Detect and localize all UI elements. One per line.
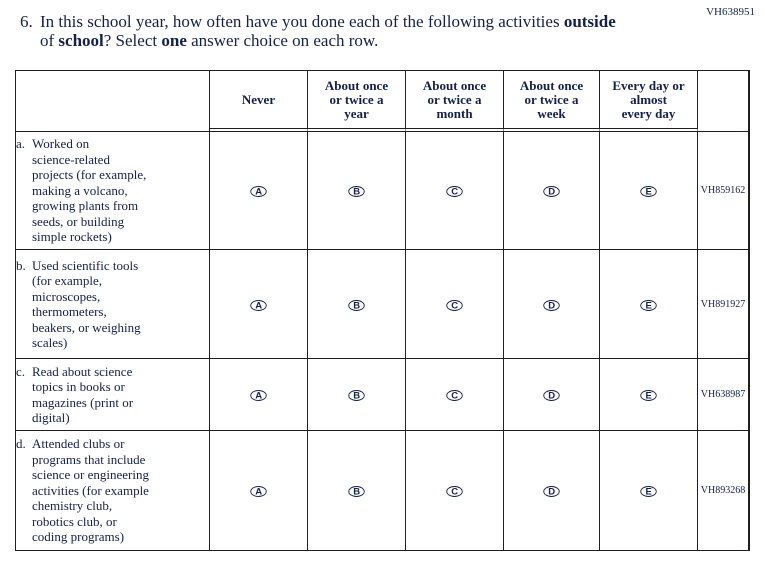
- svg-text:B: B: [353, 487, 360, 497]
- svg-text:A: A: [255, 187, 262, 197]
- svg-text:C: C: [451, 391, 458, 401]
- svg-text:C: C: [451, 187, 458, 197]
- svg-text:E: E: [645, 391, 651, 401]
- svg-text:E: E: [645, 487, 651, 497]
- svg-text:E: E: [645, 187, 651, 197]
- svg-text:D: D: [548, 300, 555, 310]
- svg-text:D: D: [548, 487, 555, 497]
- svg-text:D: D: [548, 187, 555, 197]
- svg-text:A: A: [255, 391, 262, 401]
- svg-text:C: C: [451, 300, 458, 310]
- svg-text:A: A: [255, 487, 262, 497]
- svg-text:A: A: [255, 300, 262, 310]
- svg-text:D: D: [548, 391, 555, 401]
- svg-text:B: B: [353, 391, 360, 401]
- svg-text:B: B: [353, 187, 360, 197]
- svg-text:E: E: [645, 300, 651, 310]
- svg-text:C: C: [451, 487, 458, 497]
- svg-text:B: B: [353, 300, 360, 310]
